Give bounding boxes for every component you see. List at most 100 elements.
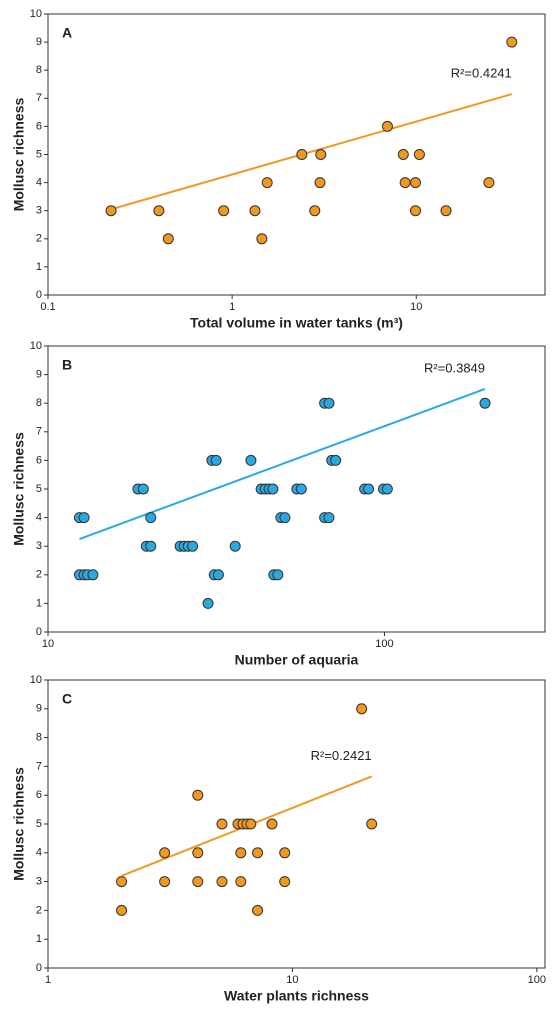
data-point (192, 789, 204, 801)
y-tick-label: 2 (36, 569, 42, 581)
data-point (399, 177, 411, 189)
plot-frame (47, 679, 546, 969)
x-axis-title: Total volume in water tanks (m³) (190, 315, 403, 331)
y-tick-label: 9 (36, 703, 42, 715)
data-point (266, 818, 278, 830)
data-point (153, 205, 165, 217)
panel-label: A (62, 25, 72, 41)
r-squared: R²=0.4241 (451, 66, 512, 81)
data-point (483, 177, 495, 189)
panel-label: C (62, 691, 72, 707)
data-point (145, 512, 157, 524)
data-point (315, 149, 327, 160)
data-point (216, 818, 228, 830)
data-point (330, 454, 342, 466)
y-axis-title: Mollusc richness (11, 97, 27, 211)
data-point (413, 149, 425, 160)
y-tick-label: 10 (30, 8, 42, 20)
data-point (229, 540, 241, 552)
y-tick-label: 4 (36, 177, 42, 189)
y-tick-label: 3 (36, 205, 42, 217)
y-tick-label: 5 (36, 148, 42, 160)
y-tick-label: 4 (36, 512, 42, 524)
y-tick-label: 6 (36, 789, 42, 801)
data-point (279, 876, 291, 888)
data-point (314, 177, 326, 189)
data-point (363, 483, 375, 495)
y-tick-label: 10 (30, 340, 42, 352)
y-tick-label: 1 (36, 261, 42, 273)
data-point (381, 120, 393, 132)
data-point (192, 847, 204, 859)
data-point (192, 876, 204, 888)
data-point (256, 233, 268, 245)
data-point (323, 512, 335, 524)
data-point (479, 397, 491, 409)
data-point (210, 454, 222, 466)
data-point (159, 876, 171, 888)
r-squared: R²=0.3849 (424, 360, 485, 375)
data-point (279, 512, 291, 524)
data-point (212, 569, 224, 581)
y-tick-label: 9 (36, 36, 42, 48)
y-tick-label: 0 (36, 962, 42, 974)
x-tick-label: 100 (375, 638, 393, 650)
data-point (218, 205, 230, 217)
y-tick-label: 8 (36, 397, 42, 409)
data-point (245, 454, 257, 466)
data-point (309, 205, 321, 217)
data-point (116, 904, 128, 916)
trendline (110, 93, 513, 211)
data-point (137, 483, 149, 495)
y-tick-label: 1 (36, 597, 42, 609)
data-point (116, 876, 128, 888)
data-point (252, 847, 264, 859)
data-point (235, 876, 247, 888)
data-point (296, 149, 308, 160)
y-axis-title: Mollusc richness (11, 767, 27, 881)
y-tick-label: 0 (36, 289, 42, 301)
x-axis-title: Water plants richness (224, 988, 369, 1004)
data-point (252, 904, 264, 916)
x-axis-title: Number of aquaria (235, 652, 359, 668)
data-point (506, 36, 518, 48)
y-tick-label: 1 (36, 933, 42, 945)
y-tick-label: 7 (36, 426, 42, 438)
data-point (323, 397, 335, 409)
data-point (249, 205, 261, 217)
x-tick-label: 1 (229, 301, 235, 313)
data-point (162, 233, 174, 245)
data-point (78, 512, 90, 524)
y-tick-label: 5 (36, 818, 42, 830)
y-tick-label: 8 (36, 64, 42, 76)
y-tick-label: 8 (36, 732, 42, 744)
x-tick-label: 100 (528, 974, 546, 986)
data-point (105, 205, 117, 217)
y-tick-label: 3 (36, 540, 42, 552)
data-point (216, 876, 228, 888)
y-tick-label: 0 (36, 626, 42, 638)
y-tick-label: 10 (30, 674, 42, 686)
data-point (295, 483, 307, 495)
data-point (87, 569, 99, 581)
y-tick-label: 7 (36, 92, 42, 104)
data-point (279, 847, 291, 859)
data-point (356, 703, 368, 715)
y-tick-label: 2 (36, 904, 42, 916)
y-tick-label: 3 (36, 876, 42, 888)
data-point (409, 205, 421, 217)
data-point (440, 205, 452, 217)
y-tick-label: 5 (36, 483, 42, 495)
data-point (397, 149, 409, 160)
r-squared: R²=0.2421 (311, 748, 372, 763)
data-point (272, 569, 284, 581)
x-tick-label: 10 (42, 638, 54, 650)
data-point (381, 483, 393, 495)
data-point (235, 847, 247, 859)
y-tick-label: 6 (36, 454, 42, 466)
y-axis-title: Mollusc richness (11, 432, 27, 546)
x-tick-label: 10 (286, 974, 298, 986)
data-point (145, 540, 157, 552)
y-tick-label: 6 (36, 120, 42, 132)
